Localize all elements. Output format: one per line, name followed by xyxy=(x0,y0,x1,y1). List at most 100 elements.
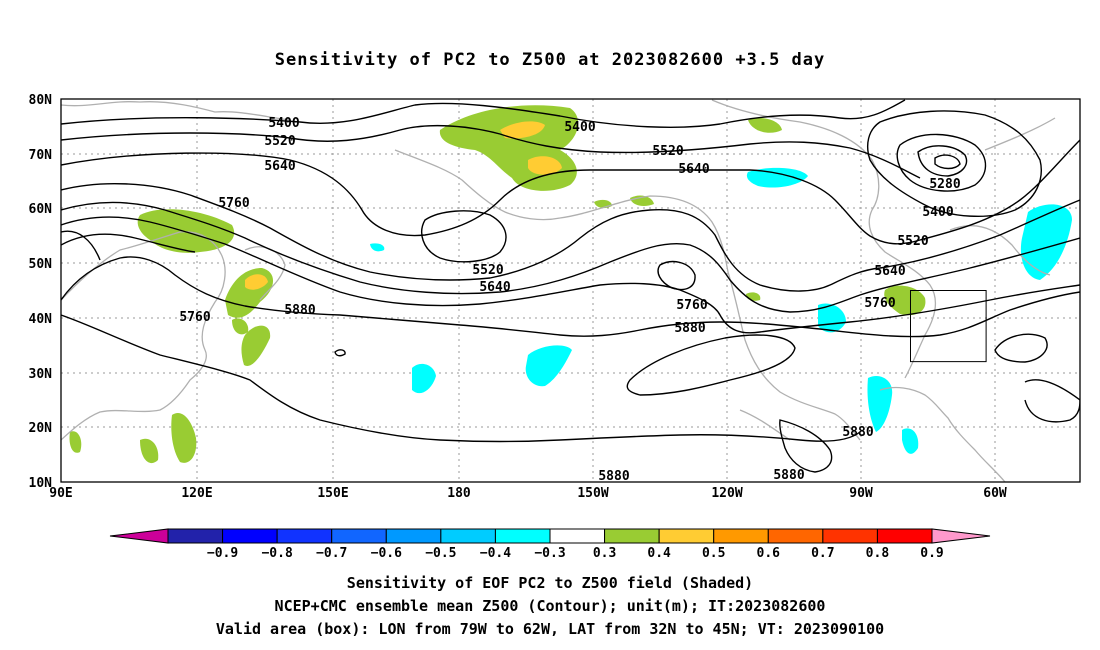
colorbar-cell xyxy=(822,528,878,544)
shade-yellow-area xyxy=(500,121,545,139)
colorbar-cell xyxy=(385,528,442,544)
valid-area-box xyxy=(909,290,987,363)
lat-label: 80N xyxy=(29,93,53,108)
contour-label: 5520 xyxy=(472,263,503,278)
lon-label: 90E xyxy=(49,486,72,501)
shade-green-area xyxy=(746,292,761,301)
lat-label: 40N xyxy=(29,312,53,327)
colorbar-cell xyxy=(167,528,224,544)
shade-cyan-area xyxy=(370,243,385,252)
lat-label: 70N xyxy=(29,148,53,163)
lon-label: 90W xyxy=(849,486,873,501)
longitude-labels: 90E 120E 150E 180 150W 120W 90W 60W xyxy=(49,486,1007,501)
contour-label: 5640 xyxy=(264,159,295,174)
shade-cyan-area xyxy=(525,345,572,387)
shade-cyan-area xyxy=(746,167,808,188)
colorbar-label: −0.6 xyxy=(371,546,402,561)
colorbar-label: −0.7 xyxy=(316,546,347,561)
contour-label-group: 5400 5520 5640 5760 5400 5520 5640 5280 … xyxy=(179,116,960,484)
colorbar-high-triangle xyxy=(931,528,991,544)
colorbar-label: −0.8 xyxy=(261,546,292,561)
plot-frame xyxy=(60,98,1081,483)
caption-line-3: Valid area (box): LON from 79W to 62W, L… xyxy=(215,620,885,638)
shade-green-area xyxy=(171,412,197,463)
lon-label: 60W xyxy=(983,486,1007,501)
shade-green-area xyxy=(232,318,249,335)
contour-label: 5400 xyxy=(268,116,299,131)
figure-title: Sensitivity of PC2 to Z500 at 2023082600… xyxy=(274,50,826,70)
lon-label: 180 xyxy=(447,486,471,501)
lon-label: 150E xyxy=(317,486,348,501)
contour-label: 5640 xyxy=(678,162,709,177)
colorbar-cell xyxy=(713,528,769,544)
colorbar-label: 0.9 xyxy=(920,546,943,561)
colorbar-label: 0.4 xyxy=(647,546,671,561)
contour-label: 5400 xyxy=(922,205,953,220)
lon-label: 120E xyxy=(181,486,212,501)
shade-green-area xyxy=(748,118,782,133)
colorbar-cell xyxy=(331,528,387,544)
shade-cyan-area xyxy=(902,428,919,454)
contour-label: 5520 xyxy=(897,234,928,249)
shade-cyan-area xyxy=(1020,204,1072,280)
colorbar-cell xyxy=(440,528,496,544)
colorbar-label: 0.8 xyxy=(866,546,890,561)
lat-label: 60N xyxy=(29,202,53,217)
colorbar-cell xyxy=(876,528,933,544)
lat-label: 30N xyxy=(29,367,53,382)
contour-label: 5400 xyxy=(564,120,595,135)
colorbar-cell xyxy=(222,528,278,544)
colorbar-label: 0.5 xyxy=(702,546,725,561)
contour-label: 5760 xyxy=(864,296,895,311)
latitude-labels: 80N 70N 60N 50N 40N 30N 20N 10N xyxy=(29,93,53,491)
contour-label: 5640 xyxy=(479,280,510,295)
colorbar-cell xyxy=(494,528,551,544)
shade-cyan-area xyxy=(412,363,436,394)
contour-label: 5640 xyxy=(874,264,905,279)
shade-yellow-area xyxy=(528,156,562,175)
shade-green-area xyxy=(140,438,159,464)
colorbar-label: 0.6 xyxy=(757,546,781,561)
colorbar-cell xyxy=(658,528,715,544)
colorbar-label: −0.4 xyxy=(480,546,511,561)
colorbar-cell xyxy=(767,528,824,544)
colorbar-cell xyxy=(276,528,333,544)
colorbar-cell xyxy=(549,528,606,544)
contour-label: 5760 xyxy=(676,298,707,313)
caption-line-1: Sensitivity of EOF PC2 to Z500 field (Sh… xyxy=(346,574,754,592)
contour-label: 5760 xyxy=(218,196,249,211)
shade-green-area xyxy=(241,325,271,366)
contour-label: 5880 xyxy=(773,468,804,483)
lon-label: 150W xyxy=(577,486,608,501)
lat-label: 20N xyxy=(29,421,53,436)
caption-line-2: NCEP+CMC ensemble mean Z500 (Contour); u… xyxy=(274,597,826,615)
lat-label: 50N xyxy=(29,257,53,272)
sensitivity-shading xyxy=(69,105,1072,464)
shade-yellow-area xyxy=(245,274,268,290)
contour-label: 5880 xyxy=(598,469,629,484)
colorbar-cell xyxy=(604,528,660,544)
shade-green-area xyxy=(69,431,82,453)
contour-label: 5880 xyxy=(284,303,315,318)
shade-green-area xyxy=(884,285,926,316)
contour-label: 5880 xyxy=(842,425,873,440)
lon-label: 120W xyxy=(711,486,742,501)
colorbar-low-triangle xyxy=(109,528,169,544)
colorbar-label: −0.3 xyxy=(534,546,565,561)
contour-label: 5280 xyxy=(929,177,960,192)
shade-green-area xyxy=(137,209,235,253)
colorbar-label: 0.7 xyxy=(811,546,834,561)
colorbar-label: −0.5 xyxy=(425,546,456,561)
colorbar-label: −0.9 xyxy=(207,546,238,561)
contour-label: 5760 xyxy=(179,310,210,325)
contour-label: 5520 xyxy=(264,134,295,149)
shade-cyan-area xyxy=(867,375,893,432)
colorbar: −0.9 −0.8 −0.7 −0.6 −0.5 −0.4 −0.3 0.3 0.4 0.5 0.6… xyxy=(109,528,991,561)
lat-label: 10N xyxy=(29,476,53,491)
colorbar-label: 0.3 xyxy=(593,546,616,561)
contour-label: 5520 xyxy=(652,144,683,159)
contour-label: 5880 xyxy=(674,321,705,336)
shade-green-area xyxy=(594,199,612,209)
z500-contours xyxy=(61,99,1080,473)
